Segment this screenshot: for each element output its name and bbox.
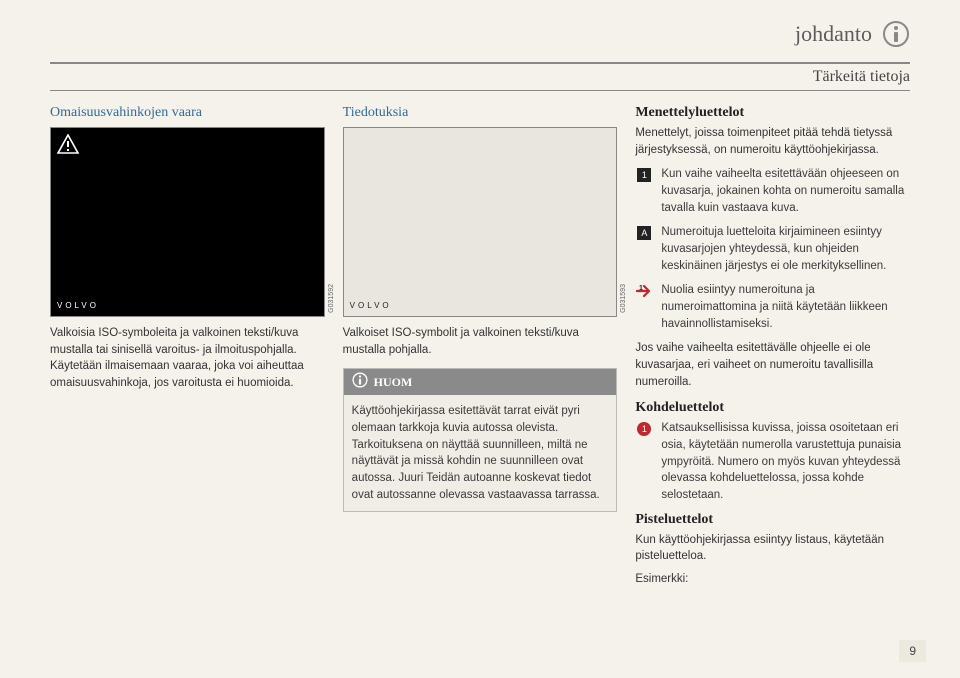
step-marker: 1	[635, 166, 653, 216]
black-square-icon: A	[637, 226, 651, 240]
col2-heading: Tiedotuksia	[343, 105, 618, 121]
bullets-heading: Pisteluettelot	[635, 512, 910, 528]
arrow-icon: 1	[635, 282, 653, 332]
col1-figure: VOLVO	[50, 127, 325, 317]
info-icon	[352, 372, 368, 392]
note-label: HUOM	[374, 375, 413, 390]
note-header: HUOM	[344, 369, 617, 395]
target-marker: 1	[635, 420, 653, 503]
step-text: Nuolia esiintyy numeroituna ja numeroima…	[661, 282, 910, 332]
step-text: Kun vaihe vaiheelta esitettävään ohjeese…	[661, 166, 910, 216]
page-number: 9	[899, 640, 926, 662]
col1-figure-wrap: VOLVO G031592	[50, 127, 325, 317]
procedure-item: 1 Nuolia esiintyy numeroituna ja numeroi…	[635, 282, 910, 332]
manual-page: johdanto Tärkeitä tietoja Omaisuusvahink…	[0, 0, 960, 678]
procedures-heading: Menettelyluettelot	[635, 105, 910, 121]
step-marker: A	[635, 224, 653, 274]
note-body: Käyttöohjekirjassa esitettävät tarrat ei…	[344, 395, 617, 511]
step-text: Numeroituja luetteloita kirjaimineen esi…	[661, 224, 910, 274]
col2-body: Valkoiset ISO-symbolit ja valkoinen teks…	[343, 325, 618, 358]
procedure-item: 1 Kun vaihe vaiheelta esitettävään ohjee…	[635, 166, 910, 216]
warning-triangle-icon	[57, 134, 79, 159]
page-header: johdanto	[50, 20, 910, 48]
bullets-text: Kun käyttöohjekirjassa esiintyy listaus,…	[635, 532, 910, 565]
column-1: Omaisuusvahinkojen vaara VOLVO G031592 V…	[50, 105, 325, 588]
info-icon	[882, 20, 910, 48]
svg-text:1: 1	[639, 285, 643, 292]
target-text: Katsauksellisissa kuvissa, joissa osoite…	[661, 420, 910, 503]
target-item: 1 Katsauksellisissa kuvissa, joissa osoi…	[635, 420, 910, 503]
procedure-item: A Numeroituja luetteloita kirjaimineen e…	[635, 224, 910, 274]
black-square-icon: 1	[637, 168, 651, 182]
col1-body: Valkoisia ISO-symboleita ja valkoinen te…	[50, 325, 325, 392]
volvo-logo: VOLVO	[350, 301, 392, 310]
red-circle-icon: 1	[637, 422, 651, 436]
section-title: johdanto	[795, 21, 872, 47]
targets-heading: Kohdeluettelot	[635, 400, 910, 416]
column-3: Menettelyluettelot Menettelyt, joissa to…	[635, 105, 910, 588]
col2-figure: VOLVO	[343, 127, 618, 317]
col1-heading: Omaisuusvahinkojen vaara	[50, 105, 325, 121]
content-columns: Omaisuusvahinkojen vaara VOLVO G031592 V…	[50, 105, 910, 588]
col2-figure-wrap: VOLVO G031593	[343, 127, 618, 317]
figure-code: G031593	[620, 284, 627, 313]
column-2: Tiedotuksia VOLVO G031593 Valkoiset ISO-…	[343, 105, 618, 588]
example-label: Esimerkki:	[635, 571, 910, 588]
procedures-intro: Menettelyt, joissa toimenpiteet pitää te…	[635, 125, 910, 158]
note-box: HUOM Käyttöohjekirjassa esitettävät tarr…	[343, 368, 618, 512]
subheading: Tärkeitä tietoja	[813, 68, 910, 85]
figure-code: G031592	[328, 284, 335, 313]
subheading-bar: Tärkeitä tietoja	[50, 62, 910, 91]
volvo-logo: VOLVO	[57, 301, 99, 310]
procedures-outro: Jos vaihe vaiheelta esitettävälle ohjeel…	[635, 340, 910, 390]
